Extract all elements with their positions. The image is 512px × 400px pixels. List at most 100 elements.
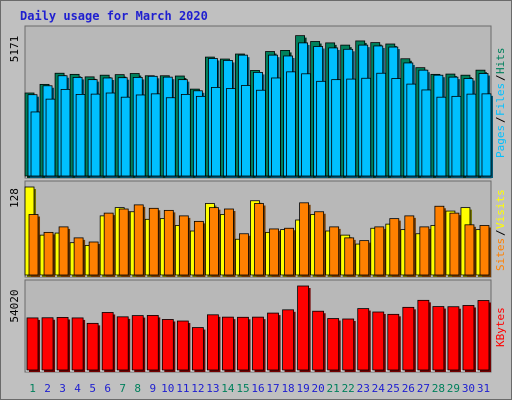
bar-pages-day-1 — [30, 111, 41, 177]
bar-sites-day-29 — [449, 212, 460, 276]
bar-kbytes-day-12 — [191, 327, 204, 371]
bar-sites-day-28 — [434, 205, 445, 276]
bar-kbytes-day-18 — [282, 309, 294, 371]
legend-pages: Pages — [494, 125, 507, 158]
bar-kbytes-day-29 — [447, 306, 460, 371]
legend-hits: Hits — [494, 48, 507, 75]
bar-pages-day-15 — [241, 85, 251, 177]
bar-kbytes-day-16 — [252, 316, 264, 371]
bar-kbytes-day-24 — [372, 311, 385, 371]
bar-kbytes-day-15 — [237, 316, 249, 371]
x-tick-day-31: 31 — [477, 382, 490, 395]
bar-sites-day-1 — [28, 214, 39, 276]
bar-kbytes-day-28 — [432, 306, 445, 371]
x-tick-day-14: 14 — [221, 382, 235, 395]
bar-pages-day-26 — [406, 83, 417, 177]
bar-kbytes-day-30 — [462, 305, 475, 371]
x-tick-day-23: 23 — [357, 382, 370, 395]
bar-sites-day-14 — [224, 208, 234, 276]
x-tick-day-13: 13 — [206, 382, 219, 395]
x-tick-day-12: 12 — [191, 382, 204, 395]
legend-sites: Sites — [494, 238, 507, 271]
bar-kbytes-day-7 — [116, 316, 129, 371]
bar-pages-day-4 — [75, 94, 86, 177]
bar-sites-day-13 — [209, 207, 219, 276]
bar-sites-day-23 — [359, 240, 370, 276]
bar-sites-day-25 — [389, 218, 400, 276]
bar-sites-day-20 — [314, 211, 325, 276]
y-max-label: 5171 — [8, 36, 21, 63]
bar-kbytes-day-19 — [297, 285, 309, 371]
x-tick-day-6: 6 — [104, 382, 111, 395]
bar-pages-day-13 — [211, 87, 221, 177]
x-tick-day-1: 1 — [29, 382, 36, 395]
bar-pages-day-30 — [466, 93, 477, 177]
x-tick-day-10: 10 — [161, 382, 174, 395]
bar-sites-day-30 — [464, 224, 475, 276]
bar-pages-day-3 — [60, 88, 71, 177]
bar-sites-day-4 — [73, 237, 84, 276]
legend-separator: / — [494, 74, 507, 81]
bar-sites-day-8 — [133, 204, 144, 276]
legend-kbytes: KBytes — [494, 307, 507, 347]
bar-sites-day-22 — [344, 237, 355, 276]
bar-kbytes-day-11 — [176, 320, 189, 371]
bar-pages-day-17 — [271, 77, 281, 177]
bar-pages-day-20 — [316, 80, 327, 177]
bar-pages-day-16 — [256, 89, 266, 177]
bar-pages-day-25 — [391, 78, 402, 177]
x-tick-day-8: 8 — [134, 382, 141, 395]
x-tick-day-27: 27 — [417, 382, 430, 395]
bar-sites-day-21 — [329, 226, 340, 276]
bar-sites-day-26 — [404, 215, 415, 276]
x-tick-day-15: 15 — [236, 382, 249, 395]
bar-sites-day-19 — [299, 202, 309, 276]
x-tick-day-17: 17 — [266, 382, 279, 395]
bar-pages-day-7 — [120, 96, 131, 177]
x-tick-day-30: 30 — [462, 382, 475, 395]
bar-pages-day-11 — [180, 94, 191, 177]
bar-pages-day-10 — [165, 97, 176, 177]
bar-sites-day-10 — [163, 209, 174, 276]
bar-kbytes-day-6 — [101, 312, 114, 371]
bar-sites-day-2 — [43, 231, 54, 276]
bar-kbytes-day-27 — [417, 299, 430, 371]
y-max-label: 54020 — [8, 289, 21, 322]
bar-sites-day-12 — [193, 220, 204, 276]
bar-kbytes-day-21 — [327, 318, 340, 371]
legend-separator: / — [494, 229, 507, 236]
bar-sites-day-6 — [103, 212, 114, 276]
bar-sites-day-17 — [269, 228, 279, 276]
bar-pages-day-24 — [376, 72, 387, 177]
bar-sites-day-11 — [178, 215, 189, 276]
x-tick-day-3: 3 — [59, 382, 66, 395]
bar-kbytes-day-2 — [41, 317, 54, 371]
x-tick-day-5: 5 — [89, 382, 96, 395]
x-tick-day-21: 21 — [327, 382, 340, 395]
bar-kbytes-day-26 — [402, 306, 415, 371]
x-tick-day-20: 20 — [312, 382, 325, 395]
bar-pages-day-27 — [421, 89, 432, 177]
bar-pages-day-2 — [45, 98, 56, 177]
x-tick-day-22: 22 — [342, 382, 355, 395]
bar-kbytes-day-25 — [387, 313, 400, 371]
x-tick-day-11: 11 — [176, 382, 189, 395]
bar-pages-day-6 — [105, 92, 116, 177]
y-max-label: 128 — [8, 188, 21, 208]
bar-sites-day-31 — [479, 225, 490, 276]
x-tick-day-7: 7 — [119, 382, 126, 395]
x-tick-day-28: 28 — [432, 382, 445, 395]
bar-kbytes-day-4 — [71, 317, 84, 371]
legend-separator: / — [494, 116, 507, 123]
bar-kbytes-day-22 — [342, 318, 355, 371]
bar-sites-day-27 — [419, 226, 430, 276]
bar-pages-day-14 — [226, 88, 236, 177]
bar-kbytes-day-20 — [312, 310, 325, 371]
chart-title: Daily usage for March 2020 — [20, 9, 208, 23]
bar-kbytes-day-3 — [56, 317, 69, 371]
bar-kbytes-day-14 — [222, 316, 234, 371]
bar-pages-day-19 — [301, 73, 311, 177]
x-tick-day-19: 19 — [296, 382, 309, 395]
